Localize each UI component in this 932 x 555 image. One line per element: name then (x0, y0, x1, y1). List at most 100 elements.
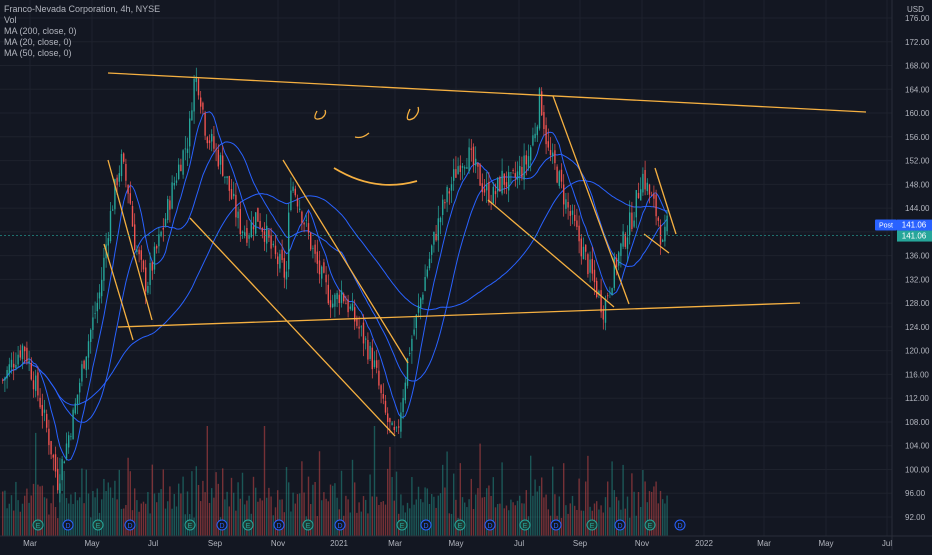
wedge-line-4a[interactable] (654, 167, 677, 235)
volume-bar (653, 486, 655, 536)
wedge-line-3b[interactable] (487, 199, 615, 308)
vol-label[interactable]: Vol (4, 15, 17, 25)
candle-body (479, 164, 481, 186)
candle-body (94, 313, 96, 314)
volume-bar (413, 504, 415, 536)
candle-body (589, 259, 591, 273)
wedge-line-1a[interactable] (107, 159, 153, 321)
candle-body (351, 303, 354, 311)
candle-body (547, 141, 549, 148)
candle-body (140, 250, 142, 260)
drawings[interactable] (103, 72, 867, 437)
ma50-line (2, 141, 668, 423)
candle-body (527, 156, 530, 168)
event-marker-label: D (127, 523, 132, 530)
candle-body (602, 309, 604, 320)
volume-bar (79, 497, 81, 536)
ma200-label[interactable]: MA (200, close, 0) (4, 26, 77, 36)
y-tick-label: 128.00 (905, 299, 930, 308)
smiley-right-eye[interactable] (406, 106, 420, 121)
candle-body (365, 338, 367, 340)
candle-body (310, 232, 312, 250)
volume-bar (554, 494, 556, 536)
volume-bar (662, 499, 664, 536)
volume-bar (642, 469, 644, 536)
candle-body (266, 225, 268, 244)
volume-bar (120, 508, 123, 536)
volume-bar (178, 483, 180, 536)
candle-body (536, 126, 538, 136)
volume-bar (241, 472, 244, 536)
candle-body (659, 225, 662, 245)
lower-trendline[interactable] (117, 302, 801, 328)
ma50-label[interactable]: MA (50, close, 0) (4, 48, 72, 58)
volume-bar (598, 509, 600, 536)
smiley-nose[interactable] (354, 132, 370, 139)
volume-bar (136, 500, 138, 536)
event-marker-label: D (677, 523, 682, 530)
volume-bar (560, 517, 563, 536)
candle-body (367, 339, 369, 360)
candle-body (261, 228, 263, 232)
candle-body (318, 260, 321, 275)
upper-trendline[interactable] (107, 72, 867, 113)
candle-body (296, 198, 299, 207)
candle-body (274, 245, 277, 255)
ma20-label[interactable]: MA (20, close, 0) (4, 37, 72, 47)
candle-body (554, 150, 556, 164)
volume-bar (272, 515, 274, 536)
wedge-line-2b[interactable] (189, 217, 396, 437)
wedge-line-2a[interactable] (282, 159, 409, 364)
candle-body (556, 166, 558, 183)
candle-body (571, 210, 574, 215)
candle-body (39, 397, 41, 408)
volume-bar (336, 497, 338, 536)
candle-body (512, 170, 514, 171)
x-tick-label: May (818, 539, 833, 548)
volume-bar (351, 459, 354, 536)
candle-body (24, 346, 26, 352)
candle-body (338, 294, 340, 304)
currency-label[interactable]: USD (907, 5, 924, 14)
candle-body (477, 162, 479, 167)
smiley-left-eye[interactable] (314, 109, 327, 120)
candle-body (442, 199, 444, 215)
candle-body (74, 403, 76, 414)
event-marker-label: E (188, 523, 193, 530)
volume-bar (624, 508, 626, 536)
candle-body (413, 329, 415, 335)
wedge-line-4b[interactable] (643, 233, 670, 254)
volume-bar (169, 486, 171, 536)
volume-bar (446, 451, 448, 536)
candle-body (437, 218, 439, 241)
volume-bar (618, 500, 620, 536)
wedge-line-3a[interactable] (552, 95, 630, 305)
candle-body (541, 91, 543, 116)
volume-bar (466, 507, 468, 536)
event-marker (273, 519, 285, 531)
candle-body (455, 169, 457, 178)
candle-body (618, 252, 620, 266)
event-marker (420, 519, 432, 531)
candle-body (552, 152, 554, 157)
event-marker-label: D (276, 523, 281, 530)
volume-bar (340, 470, 343, 536)
wedge-line-1b[interactable] (103, 243, 134, 341)
volume-bar (391, 477, 393, 536)
symbol-title[interactable]: Franco-Nevada Corporation, 4h, NYSE (4, 4, 161, 14)
volume-bar (10, 495, 13, 536)
candle-body (127, 184, 129, 194)
volume-bar (164, 508, 167, 536)
event-marker-label: E (648, 523, 653, 530)
candle-body (208, 140, 211, 144)
candle-body (574, 214, 576, 221)
candle-body (268, 230, 270, 238)
volume-bar (541, 477, 543, 536)
volume-bar (609, 507, 611, 536)
volume-bar (371, 496, 373, 536)
smiley-mouth[interactable] (333, 167, 418, 186)
candle-body (200, 97, 202, 107)
